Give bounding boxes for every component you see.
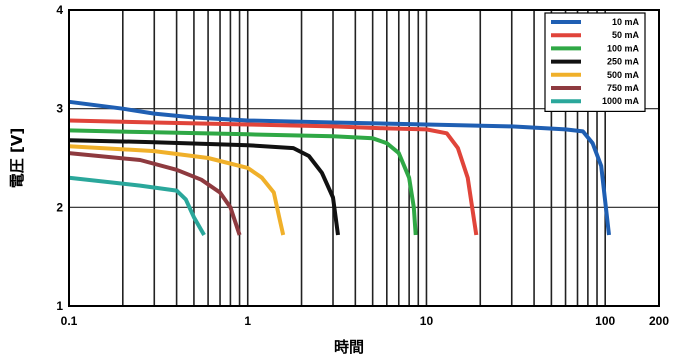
series-line-750-mA <box>68 151 242 236</box>
series-line-500-mA <box>68 144 286 236</box>
legend-label: 10 mA <box>612 17 640 27</box>
x-tick-label: 100 <box>595 314 615 328</box>
x-tick-label: 200 <box>649 314 669 328</box>
series-line-100-mA <box>68 128 418 236</box>
y-axis-title: 電圧 [V] <box>8 128 26 189</box>
x-tick-label: 10 <box>420 314 434 328</box>
legend-label: 250 mA <box>607 57 640 67</box>
legend-label: 500 mA <box>607 70 640 80</box>
series-line-10-mA <box>68 99 611 236</box>
legend-label: 50 mA <box>612 30 640 40</box>
x-tick-label: 1 <box>244 314 251 328</box>
y-tick-label: 3 <box>56 102 63 116</box>
x-axis-title: 時間 <box>334 338 364 356</box>
legend-label: 1000 mA <box>602 96 640 106</box>
y-tick-label: 4 <box>56 3 63 17</box>
series-line-250-mA <box>68 138 340 236</box>
y-tick-label: 2 <box>56 200 63 214</box>
series-lines <box>68 99 611 236</box>
legend: 10 mA 50 mA 100 mA 250 mA 500 mA 750 mA 1000 m… <box>544 12 646 113</box>
y-tick-label: 1 <box>56 299 63 313</box>
legend-label: 100 mA <box>607 43 640 53</box>
legend-label: 750 mA <box>607 83 640 93</box>
series-line-1000-mA <box>68 175 206 236</box>
plot-frame <box>68 9 660 307</box>
series-line-50-mA <box>68 118 479 236</box>
x-tick-label: 0.1 <box>61 314 78 328</box>
